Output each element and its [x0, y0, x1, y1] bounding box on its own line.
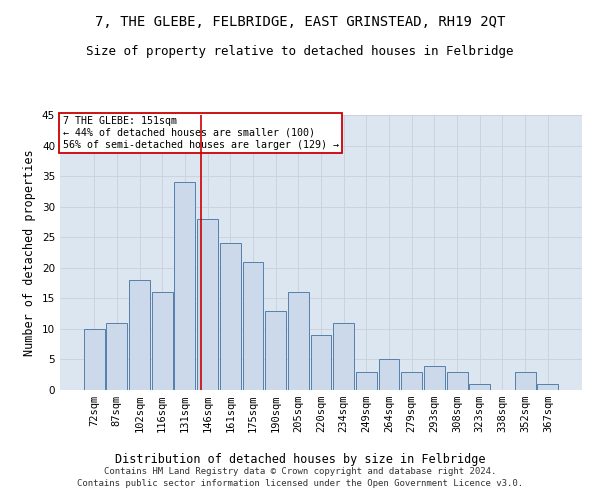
Bar: [515, 372, 536, 390]
Bar: [129, 280, 150, 390]
Bar: [197, 219, 218, 390]
Bar: [288, 292, 309, 390]
Text: Distribution of detached houses by size in Felbridge: Distribution of detached houses by size …: [115, 452, 485, 466]
Bar: [356, 372, 377, 390]
Bar: [538, 384, 558, 390]
Bar: [220, 244, 241, 390]
Bar: [311, 335, 331, 390]
Bar: [401, 372, 422, 390]
Bar: [446, 372, 467, 390]
Bar: [242, 262, 263, 390]
Text: 7 THE GLEBE: 151sqm
← 44% of detached houses are smaller (100)
56% of semi-detac: 7 THE GLEBE: 151sqm ← 44% of detached ho…: [62, 116, 338, 150]
Text: Contains HM Land Registry data © Crown copyright and database right 2024.
Contai: Contains HM Land Registry data © Crown c…: [77, 466, 523, 487]
Bar: [379, 360, 400, 390]
Bar: [106, 323, 127, 390]
Bar: [175, 182, 196, 390]
Bar: [333, 323, 354, 390]
Bar: [152, 292, 173, 390]
Bar: [424, 366, 445, 390]
Text: 7, THE GLEBE, FELBRIDGE, EAST GRINSTEAD, RH19 2QT: 7, THE GLEBE, FELBRIDGE, EAST GRINSTEAD,…: [95, 15, 505, 29]
Text: Size of property relative to detached houses in Felbridge: Size of property relative to detached ho…: [86, 45, 514, 58]
Bar: [84, 329, 104, 390]
Y-axis label: Number of detached properties: Number of detached properties: [23, 149, 37, 356]
Bar: [469, 384, 490, 390]
Bar: [265, 310, 286, 390]
